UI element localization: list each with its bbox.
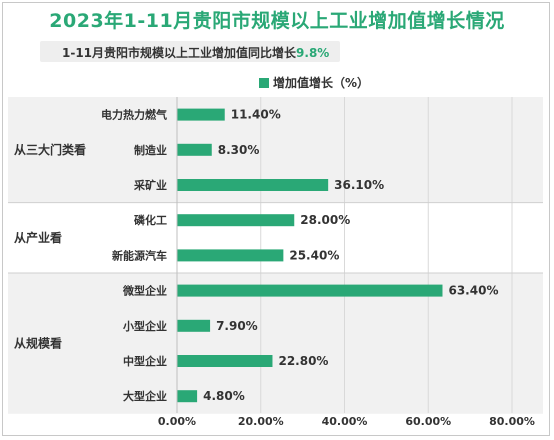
- value-label: 25.40%: [289, 248, 339, 262]
- bar: [177, 179, 329, 191]
- bar: [177, 108, 225, 121]
- value-label: 11.40%: [231, 108, 281, 122]
- x-tick-label: 60.00%: [405, 415, 451, 428]
- bar: [177, 390, 198, 403]
- value-label: 7.90%: [216, 319, 258, 333]
- chart-subtitle: 1-11月贵阳市规模以上工业增加值同比增长9.8%: [62, 44, 329, 61]
- x-tick-label: 0.00%: [158, 415, 196, 428]
- subtitle-box: [40, 41, 340, 62]
- group-label: 从规模看: [14, 335, 62, 350]
- value-label: 36.10%: [334, 178, 384, 192]
- legend-swatch: [259, 78, 269, 88]
- value-label: 28.00%: [300, 213, 350, 227]
- bar: [177, 355, 273, 367]
- bar: [177, 143, 212, 156]
- x-tick-label: 20.00%: [238, 415, 284, 428]
- value-label: 8.30%: [218, 143, 260, 157]
- category-label: 采矿业: [133, 178, 167, 192]
- x-tick-label: 80.00%: [489, 415, 535, 428]
- subtitle-value: 9.8%: [296, 46, 330, 60]
- group-label: 从产业看: [14, 230, 62, 245]
- bar: [177, 319, 211, 332]
- legend-label: 增加值增长（%）: [273, 75, 369, 90]
- subtitle-prefix: 1-11月贵阳市规模以上工业增加值同比增长: [62, 46, 297, 60]
- value-label: 63.40%: [448, 284, 498, 298]
- value-label: 4.80%: [203, 389, 245, 403]
- category-label: 微型企业: [122, 284, 167, 298]
- bar: [177, 214, 295, 227]
- chart-title: 2023年1-11月贵阳市规模以上工业增加值增长情况: [49, 10, 505, 32]
- bar: [177, 249, 284, 262]
- category-label: 大型企业: [123, 389, 167, 403]
- category-label: 磷化工: [134, 213, 167, 227]
- category-label: 制造业: [134, 143, 167, 157]
- group-label: 从三大门类看: [14, 142, 86, 157]
- category-label: 小型企业: [122, 319, 167, 333]
- x-tick-label: 40.00%: [322, 415, 368, 428]
- category-label: 中型企业: [123, 354, 167, 368]
- category-label: 电力热力燃气: [101, 108, 167, 122]
- bar: [177, 284, 443, 297]
- category-label: 新能源汽车: [112, 248, 167, 262]
- value-label: 22.80%: [278, 354, 328, 368]
